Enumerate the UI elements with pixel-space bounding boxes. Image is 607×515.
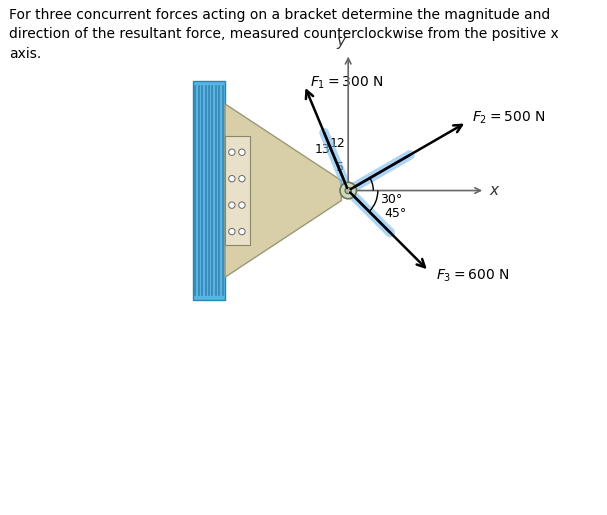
Text: 45°: 45° — [384, 207, 407, 220]
Text: 13: 13 — [314, 143, 330, 156]
Text: y: y — [337, 34, 346, 49]
Circle shape — [239, 149, 245, 156]
Text: x: x — [490, 183, 498, 198]
Circle shape — [345, 187, 351, 194]
Text: For three concurrent forces acting on a bracket determine the magnitude and
dire: For three concurrent forces acting on a … — [9, 8, 559, 61]
Text: $F_1 = 300$ N: $F_1 = 300$ N — [310, 75, 384, 91]
Text: 5: 5 — [336, 161, 344, 175]
Circle shape — [229, 149, 235, 156]
Circle shape — [229, 176, 235, 182]
Circle shape — [340, 182, 356, 199]
Bar — [225, 136, 250, 245]
Circle shape — [239, 229, 245, 235]
Circle shape — [229, 229, 235, 235]
Polygon shape — [225, 104, 341, 277]
Circle shape — [239, 202, 245, 209]
Circle shape — [229, 202, 235, 209]
Text: $F_3 = 600$ N: $F_3 = 600$ N — [436, 268, 509, 284]
Text: 30°: 30° — [381, 193, 402, 205]
Circle shape — [239, 176, 245, 182]
Text: 12: 12 — [330, 136, 345, 150]
Text: $F_2 = 500$ N: $F_2 = 500$ N — [472, 109, 546, 126]
Bar — [193, 81, 225, 300]
